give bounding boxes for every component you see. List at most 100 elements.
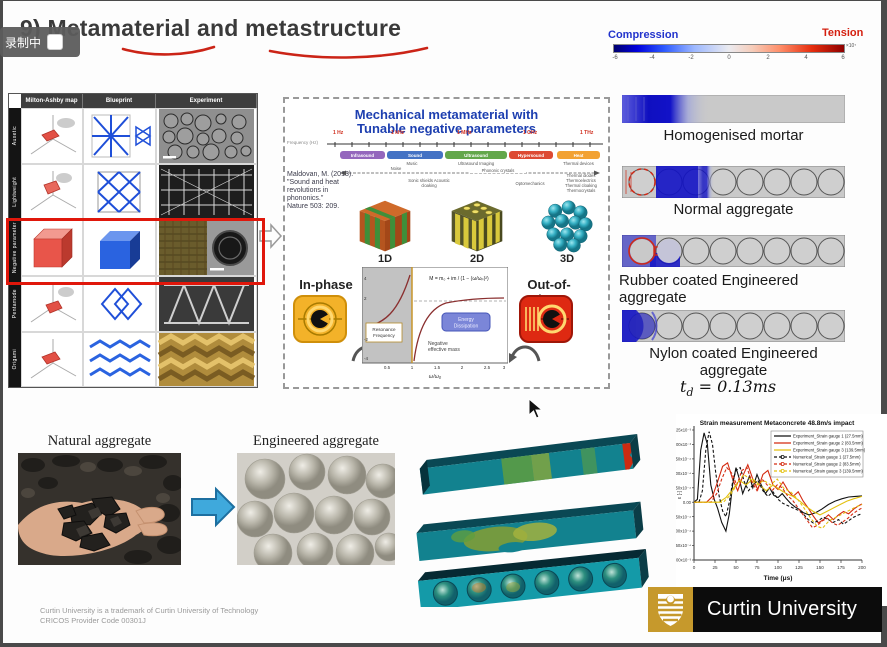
sim-label-normal: Normal aggregate xyxy=(673,201,794,218)
svg-text:0.5: 0.5 xyxy=(384,365,391,370)
svg-text:5.00x10⁻⁴: 5.00x10⁻⁴ xyxy=(676,471,691,476)
curved-arrow-right xyxy=(509,345,541,363)
row-label: Negative parameter xyxy=(9,220,21,276)
row-label: Pentamode xyxy=(9,276,21,332)
dim-label: 3D xyxy=(559,253,575,265)
svg-text:150: 150 xyxy=(816,565,824,570)
row-label: Lightweight xyxy=(9,164,21,220)
band-note: Ultrasound Imaging xyxy=(457,161,495,166)
sim-strip-mortar xyxy=(622,95,845,123)
in-phase-label: In-phase xyxy=(299,277,353,292)
svg-text:7.50x10⁻⁴: 7.50x10⁻⁴ xyxy=(676,456,691,461)
recording-label: 录制中 xyxy=(5,35,42,50)
table-cell xyxy=(21,108,83,164)
svg-text:Numerical_Strain gauge 2 (83.5: Numerical_Strain gauge 2 (83.5mm) xyxy=(793,462,861,467)
svg-text:Strain measurement Metaconcret: Strain measurement Metaconcrete 48.8m/s … xyxy=(700,420,855,427)
svg-text:125: 125 xyxy=(795,565,803,570)
column-header: Experiment xyxy=(156,94,257,108)
table-cell xyxy=(21,332,83,387)
table-cell xyxy=(21,220,83,276)
transform-arrow xyxy=(191,486,236,528)
svg-text:Numerical_Strain gauge 1 (27.5: Numerical_Strain gauge 1 (27.5mm) xyxy=(793,455,861,460)
svg-text:200: 200 xyxy=(858,565,866,570)
natural-aggregate-label: Natural aggregate xyxy=(47,433,152,449)
svg-text:Time (μs): Time (μs) xyxy=(764,575,793,582)
cube-1d xyxy=(359,200,411,252)
colorbar-tick: 6 xyxy=(841,55,845,61)
svg-text:-7.50x10⁻⁴: -7.50x10⁻⁴ xyxy=(676,543,691,548)
highlighted-row-marker xyxy=(6,218,265,285)
tension-label: Tension xyxy=(822,27,864,39)
impact-duration: td = 0.13ms xyxy=(680,377,777,400)
table-cell xyxy=(83,164,156,220)
table-cell xyxy=(83,332,156,387)
stress-colorbar xyxy=(613,44,845,53)
beam-homogenised xyxy=(419,434,641,495)
metamaterial-table: Milton-Ashby map Blueprint Experiment Au… xyxy=(6,93,265,388)
engineered-aggregate-photo xyxy=(237,453,395,565)
recording-badge: 录制中 xyxy=(0,27,80,57)
svg-text:-4: -4 xyxy=(364,356,368,361)
colorbar-exponent: ×10⁷ xyxy=(845,43,857,49)
freq-marker: 1 Hz xyxy=(333,130,344,136)
table-cell xyxy=(21,276,83,332)
natural-aggregate-photo xyxy=(18,453,181,565)
colorbar-tick: 0 xyxy=(727,55,731,61)
table-cell xyxy=(83,276,156,332)
table-cell xyxy=(156,276,257,332)
table-cell xyxy=(156,220,257,276)
panel-title-line2: Tunable negative parameters xyxy=(357,121,536,136)
svg-text:effective mass: effective mass xyxy=(428,347,460,353)
svg-text:2.5: 2.5 xyxy=(484,365,491,370)
table-cell xyxy=(83,108,156,164)
cube-3d xyxy=(541,200,593,253)
svg-text:2: 2 xyxy=(364,296,367,301)
svg-text:Experiment_Strain gauge 1 (27.: Experiment_Strain gauge 1 (27.5mm) xyxy=(793,434,863,439)
sim-strip-rubber xyxy=(622,235,845,267)
svg-text:Numerical_Strain gauge 3 (139.: Numerical_Strain gauge 3 (139.5mm) xyxy=(793,469,863,474)
svg-text:Negative: Negative xyxy=(428,341,448,347)
page-title: 9) Metamaterial and metastructure xyxy=(20,15,402,41)
svg-text:-2: -2 xyxy=(364,337,368,342)
svg-text:3: 3 xyxy=(503,365,506,370)
row-label: Auxetic xyxy=(9,108,21,164)
svg-text:-2.50x10⁻⁴: -2.50x10⁻⁴ xyxy=(676,514,691,519)
table-cell xyxy=(83,220,156,276)
freq-band: Hypersound xyxy=(509,151,553,159)
freq-marker: 1 GHz xyxy=(523,130,538,136)
sim-strip-normal xyxy=(622,166,845,198)
strain-chart: Strain measurement Metaconcrete 48.8m/s … xyxy=(676,414,887,606)
table-cell xyxy=(156,332,257,387)
svg-text:-1.00x10⁻³: -1.00x10⁻³ xyxy=(676,558,692,563)
effective-mass-graph: M = m₀ + im / (1 − (ω/ωₚ)²) Resonance Fr… xyxy=(362,267,508,380)
svg-text:2.50x10⁻⁴: 2.50x10⁻⁴ xyxy=(676,485,691,490)
stop-recording-button[interactable] xyxy=(47,34,64,50)
colorbar-tick: -6 xyxy=(612,55,618,61)
curtin-logo-text: Curtin University xyxy=(693,587,882,632)
column-header: Blueprint xyxy=(83,94,156,108)
frequency-axis xyxy=(327,142,603,147)
svg-text:1.00x10⁻³: 1.00x10⁻³ xyxy=(676,442,692,447)
freq-marker: 1 MHz xyxy=(457,130,472,136)
citation: Maldovan, M. (2013). "Sound and heat rev… xyxy=(287,171,354,210)
beam-simulations xyxy=(416,434,649,607)
colorbar-ticks: -6 -4 -2 0 2 4 6 ×10⁷ xyxy=(612,43,856,64)
svg-text:Experiment_Strain gauge 2 (83.: Experiment_Strain gauge 2 (83.5mm) xyxy=(793,441,863,446)
colorbar-tick: 2 xyxy=(766,55,770,61)
dim-label: 1D xyxy=(377,253,393,265)
freq-marker: 1 THz xyxy=(580,130,594,136)
svg-text:0.00: 0.00 xyxy=(683,500,692,505)
svg-text:175: 175 xyxy=(837,565,845,570)
engineered-aggregate-label: Engineered aggregate xyxy=(253,433,379,449)
band-note: Noise xyxy=(390,166,402,171)
colorbar-tick: -4 xyxy=(649,55,655,61)
svg-text:-5.00x10⁻⁴: -5.00x10⁻⁴ xyxy=(676,529,691,534)
svg-text:M = m₀ + im / (1 − (ω/ωₚ)²): M = m₀ + im / (1 − (ω/ωₚ)²) xyxy=(429,276,489,282)
svg-text:2: 2 xyxy=(461,365,464,370)
row-label: Origami xyxy=(9,332,21,387)
svg-text:4: 4 xyxy=(364,276,367,281)
app-note: Sonic shields Acoustic cloaking xyxy=(408,178,450,188)
mouse-cursor xyxy=(528,398,544,419)
svg-text:Frequency: Frequency xyxy=(373,333,395,338)
cube-2d xyxy=(451,200,503,252)
